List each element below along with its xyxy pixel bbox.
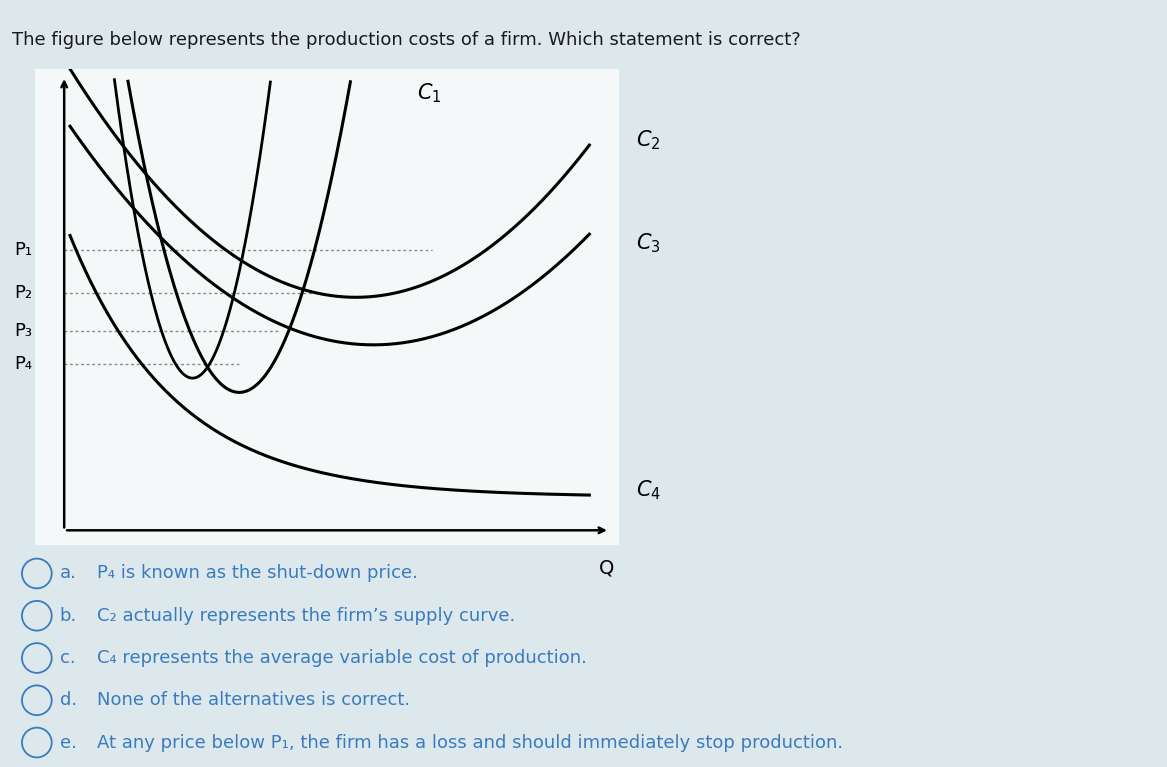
Text: P₁: P₁ [14, 241, 33, 258]
Text: Q: Q [599, 559, 615, 578]
Text: $C_4$: $C_4$ [636, 479, 661, 502]
Text: a.: a. [60, 565, 77, 582]
Text: C₄ represents the average variable cost of production.: C₄ represents the average variable cost … [97, 649, 587, 667]
Text: d.: d. [60, 691, 77, 709]
Text: b.: b. [60, 607, 77, 625]
Text: c.: c. [60, 649, 76, 667]
Text: $C_2$: $C_2$ [636, 129, 661, 152]
Text: At any price below P₁, the firm has a loss and should immediately stop productio: At any price below P₁, the firm has a lo… [97, 733, 844, 752]
Text: e.: e. [60, 733, 77, 752]
Text: $C_1$: $C_1$ [418, 81, 441, 104]
Text: P₃: P₃ [14, 321, 33, 340]
Text: $C_3$: $C_3$ [636, 232, 661, 255]
Text: P₄ is known as the shut-down price.: P₄ is known as the shut-down price. [97, 565, 418, 582]
Text: None of the alternatives is correct.: None of the alternatives is correct. [97, 691, 411, 709]
Text: P₄: P₄ [14, 355, 33, 373]
Text: The figure below represents the production costs of a firm. Which statement is c: The figure below represents the producti… [12, 31, 801, 49]
Text: C₂ actually represents the firm’s supply curve.: C₂ actually represents the firm’s supply… [97, 607, 516, 625]
Text: P₂: P₂ [14, 284, 33, 301]
